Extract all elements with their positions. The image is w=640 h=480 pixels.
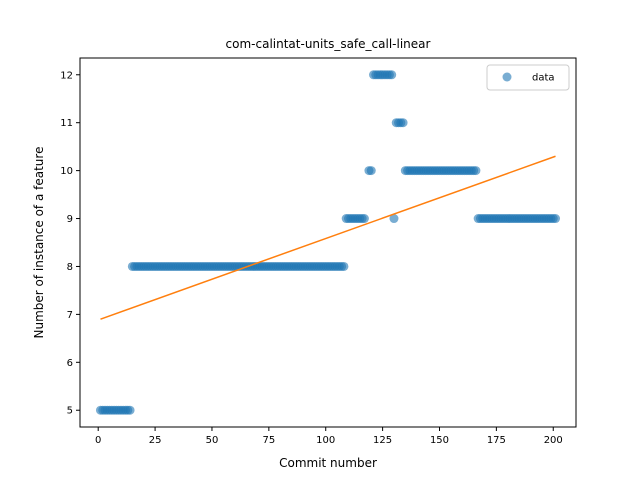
y-tick-label: 6 xyxy=(67,358,73,369)
legend: data xyxy=(486,64,570,91)
x-tick-label: 25 xyxy=(149,435,162,446)
data-point xyxy=(398,118,408,128)
data-layer xyxy=(95,70,561,415)
fit-line-layer xyxy=(100,155,556,320)
data-point xyxy=(387,70,397,80)
data-point xyxy=(125,405,135,415)
x-tick-label: 200 xyxy=(544,435,563,446)
x-tick-label: 125 xyxy=(373,435,392,446)
data-point xyxy=(551,214,561,224)
y-tick-label: 9 xyxy=(67,214,73,225)
legend-marker-data xyxy=(502,72,512,82)
chart-title: com-calintat-units_safe_call-linear xyxy=(226,37,431,51)
y-axis-label: Number of instance of a feature xyxy=(32,147,46,339)
y-tick-label: 5 xyxy=(67,406,73,417)
x-tick-label: 175 xyxy=(487,435,506,446)
y-tick-label: 10 xyxy=(60,166,73,177)
y-tick-label: 8 xyxy=(67,262,73,273)
x-tick-label: 150 xyxy=(430,435,449,446)
y-axis: 5 6 7 8 9 10 11 12 xyxy=(60,70,80,417)
data-point xyxy=(339,261,349,271)
x-tick-label: 100 xyxy=(316,435,335,446)
legend-label-data: data xyxy=(532,73,555,84)
data-point xyxy=(366,166,376,176)
data-point xyxy=(389,214,399,224)
legend-box xyxy=(486,64,570,91)
x-tick-label: 0 xyxy=(95,435,101,446)
y-tick-label: 11 xyxy=(60,118,73,129)
x-axis-label: Commit number xyxy=(279,456,377,470)
plot-frame xyxy=(79,57,577,428)
fit-line xyxy=(100,155,556,320)
data-point xyxy=(359,214,369,224)
x-tick-label: 50 xyxy=(206,435,219,446)
y-tick-label: 7 xyxy=(67,310,73,321)
data-point xyxy=(471,166,481,176)
x-axis: 0 25 50 75 100 125 150 175 200 xyxy=(95,427,563,446)
x-tick-label: 75 xyxy=(262,435,275,446)
y-tick-label: 12 xyxy=(60,70,73,81)
